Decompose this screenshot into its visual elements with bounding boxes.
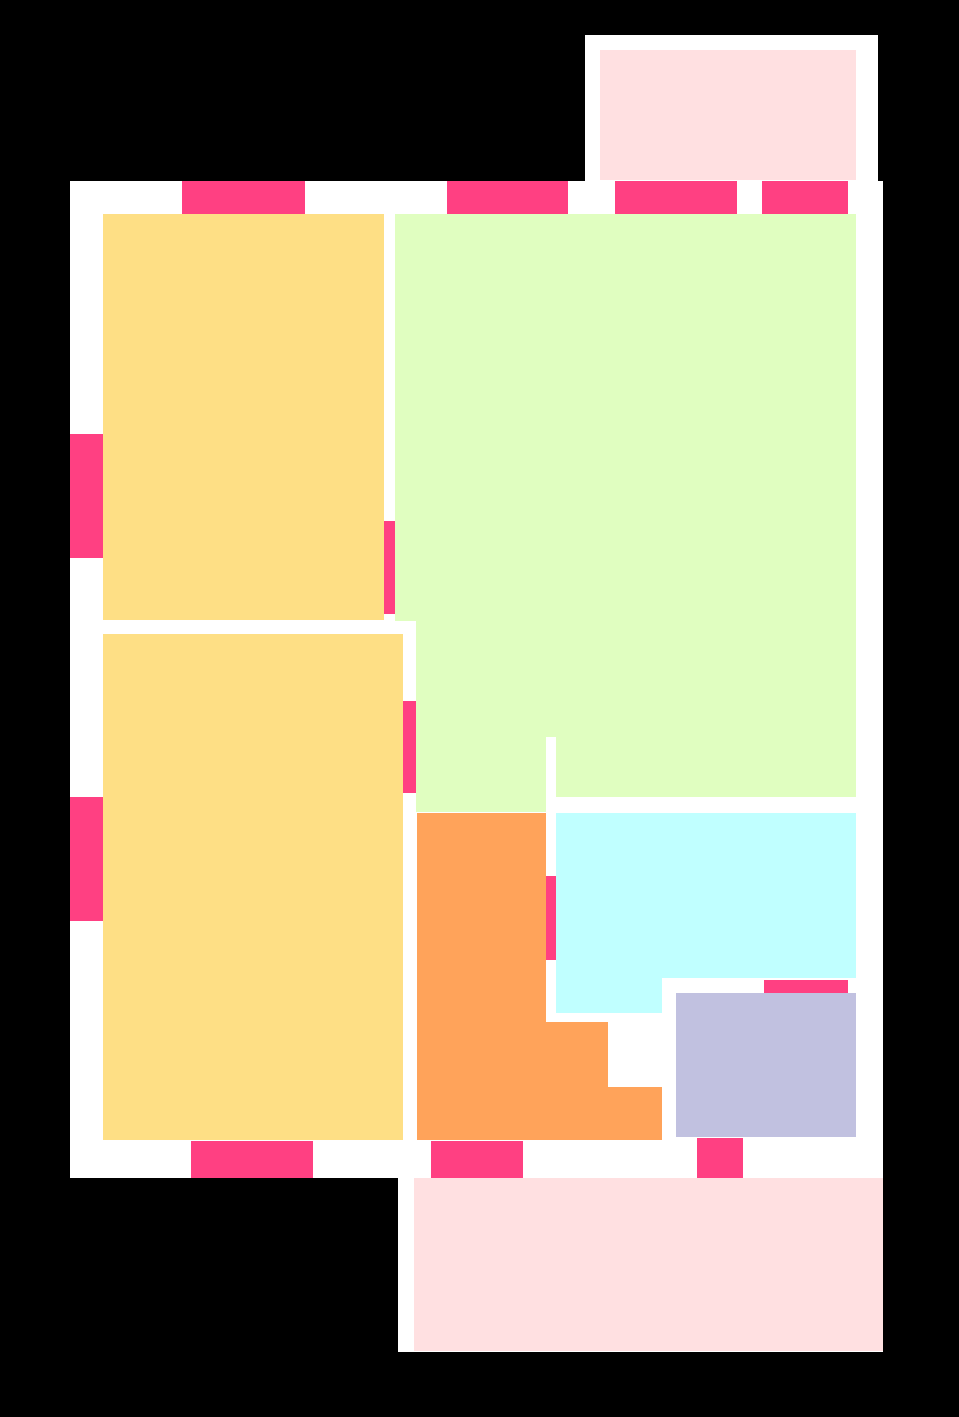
- room-balcony-top: [600, 50, 856, 180]
- room-closet: [676, 993, 856, 1137]
- window-left-2: [70, 797, 103, 921]
- room-bedroom-bottom: [103, 634, 403, 1140]
- door-bedroom-bottom: [403, 701, 416, 793]
- door-bathroom: [546, 876, 556, 960]
- room-bathroom: [556, 813, 856, 1013]
- window-top-2: [447, 181, 568, 214]
- room-balcony-bottom: [414, 1178, 883, 1351]
- window-left-1: [70, 434, 103, 558]
- window-bottom-1: [191, 1141, 313, 1178]
- windows: [70, 181, 848, 1178]
- window-top-1: [182, 181, 305, 214]
- room-kitchen: [417, 813, 662, 1140]
- window-bottom-2: [431, 1141, 523, 1178]
- door-closet: [764, 980, 848, 993]
- window-top-4: [762, 181, 848, 214]
- room-living-room: [395, 214, 856, 812]
- room-bedroom-top: [103, 214, 384, 620]
- door-bedroom-top: [384, 521, 395, 614]
- window-bottom-3: [697, 1138, 743, 1178]
- window-top-3: [615, 181, 737, 214]
- rooms: [103, 50, 883, 1351]
